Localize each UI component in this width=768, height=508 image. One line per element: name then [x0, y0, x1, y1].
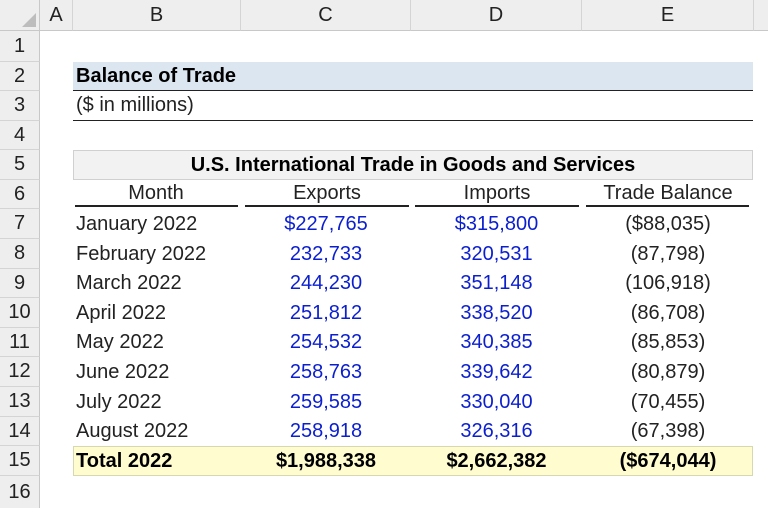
table-title[interactable]: U.S. International Trade in Goods and Se…: [73, 150, 753, 180]
exports-cell[interactable]: 258,918: [289, 420, 363, 442]
balance-cell[interactable]: (67,398): [630, 420, 706, 442]
header-trade-balance[interactable]: Trade Balance: [603, 182, 733, 204]
row-header-8[interactable]: 8: [0, 239, 40, 269]
exports-cell[interactable]: 259,585: [289, 390, 363, 413]
month-cell[interactable]: July 2022: [76, 390, 162, 413]
header-underline: [75, 205, 238, 207]
column-header-b[interactable]: B: [73, 0, 241, 31]
column-header-a[interactable]: A: [40, 0, 73, 31]
balance-cell[interactable]: (86,708): [630, 301, 706, 324]
imports-cell[interactable]: 320,531: [460, 242, 533, 265]
row-header-13[interactable]: 13: [0, 387, 40, 417]
total-exports[interactable]: $1,988,338: [275, 449, 377, 472]
imports-cell[interactable]: 326,316: [460, 420, 533, 442]
row-header-2[interactable]: 2: [0, 62, 40, 91]
balance-cell[interactable]: ($88,035): [625, 212, 711, 235]
imports-cell[interactable]: 338,520: [460, 301, 533, 324]
row-header-9[interactable]: 9: [0, 269, 40, 298]
row-header-1[interactable]: 1: [0, 31, 40, 62]
month-cell[interactable]: May 2022: [76, 331, 164, 353]
column-header-c[interactable]: C: [241, 0, 411, 31]
header-underline: [415, 205, 579, 207]
imports-cell[interactable]: $315,800: [454, 212, 539, 235]
exports-cell[interactable]: $227,765: [284, 212, 368, 235]
header-month[interactable]: Month: [128, 182, 184, 204]
row-header-5[interactable]: 5: [0, 150, 40, 180]
header-imports[interactable]: Imports: [463, 182, 531, 204]
imports-cell[interactable]: 351,148: [460, 272, 533, 294]
row-header-16[interactable]: 16: [0, 476, 40, 508]
imports-cell[interactable]: 340,385: [460, 331, 533, 353]
exports-cell[interactable]: 244,230: [289, 272, 363, 294]
select-all-corner[interactable]: [0, 0, 40, 31]
column-header-overflow: [754, 0, 768, 31]
header-exports[interactable]: Exports: [293, 182, 361, 204]
row-header-4[interactable]: 4: [0, 121, 40, 150]
column-header-e[interactable]: E: [582, 0, 754, 31]
imports-cell[interactable]: 339,642: [460, 360, 533, 383]
month-cell[interactable]: February 2022: [76, 242, 207, 265]
total-row-background: [73, 446, 753, 476]
row-header-15[interactable]: 15: [0, 446, 40, 476]
balance-cell[interactable]: (80,879): [630, 360, 706, 383]
total-label[interactable]: Total 2022: [76, 449, 173, 472]
exports-cell[interactable]: 258,763: [289, 360, 363, 383]
header-underline: [245, 205, 409, 207]
row-header-7[interactable]: 7: [0, 209, 40, 239]
row-header-10[interactable]: 10: [0, 298, 40, 328]
header-underline: [586, 205, 749, 207]
month-cell[interactable]: April 2022: [76, 301, 167, 324]
balance-cell[interactable]: (87,798): [630, 242, 706, 265]
row-header-12[interactable]: 12: [0, 357, 40, 387]
column-header-d[interactable]: D: [411, 0, 582, 31]
select-all-triangle-icon: [22, 13, 36, 27]
exports-cell[interactable]: 254,532: [289, 331, 363, 353]
exports-cell[interactable]: 251,812: [289, 301, 363, 324]
month-cell[interactable]: June 2022: [76, 360, 170, 383]
row-header-11[interactable]: 11: [0, 328, 40, 357]
month-cell[interactable]: March 2022: [76, 272, 182, 294]
units-label[interactable]: ($ in millions): [73, 91, 753, 121]
balance-cell[interactable]: (85,853): [630, 331, 706, 353]
row-header-6[interactable]: 6: [0, 180, 40, 209]
sheet-title[interactable]: Balance of Trade: [73, 62, 753, 91]
exports-cell[interactable]: 232,733: [289, 242, 363, 265]
row-header-3[interactable]: 3: [0, 91, 40, 121]
imports-cell[interactable]: 330,040: [460, 390, 533, 413]
total-balance[interactable]: ($674,044): [619, 449, 717, 472]
month-cell[interactable]: January 2022: [76, 212, 198, 235]
total-imports[interactable]: $2,662,382: [446, 449, 547, 472]
row-header-14[interactable]: 14: [0, 417, 40, 446]
balance-cell[interactable]: (70,455): [630, 390, 706, 413]
balance-cell[interactable]: (106,918): [625, 272, 711, 294]
month-cell[interactable]: August 2022: [76, 420, 189, 442]
